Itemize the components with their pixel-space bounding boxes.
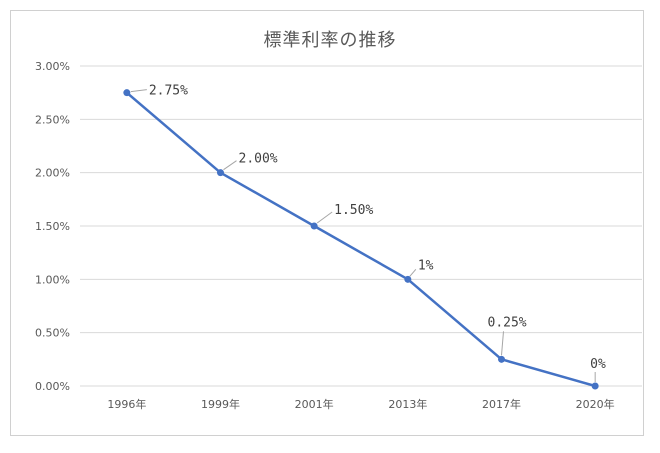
data-label: 0.25% bbox=[488, 315, 527, 330]
data-label-leader bbox=[316, 211, 333, 224]
data-label-leader bbox=[223, 160, 237, 171]
series-line bbox=[123, 89, 599, 390]
x-tick-label: 1996年 bbox=[107, 397, 146, 411]
x-tick-label: 2013年 bbox=[388, 397, 427, 411]
chart-title: 標準利率の推移 bbox=[263, 30, 397, 51]
data-point bbox=[404, 275, 412, 283]
y-tick-label: 0.00% bbox=[35, 380, 70, 393]
x-tick-label: 1999年 bbox=[201, 397, 240, 411]
x-tick-label: 2020年 bbox=[576, 397, 615, 411]
data-point bbox=[217, 169, 224, 177]
y-axis-ticks: 0.00% 0.50% 1.00% 1.50% 2.00% 2.50% 3.00% bbox=[35, 60, 70, 393]
data-label: 0% bbox=[590, 357, 606, 372]
y-tick-label: 1.50% bbox=[35, 220, 70, 233]
y-tick-label: 2.00% bbox=[35, 167, 70, 180]
y-tick-label: 2.50% bbox=[35, 113, 70, 126]
series-line-path bbox=[126, 91, 596, 388]
gridlines bbox=[80, 65, 642, 387]
data-label: 1.50% bbox=[334, 203, 373, 218]
data-label-leader bbox=[409, 269, 417, 277]
data-label: 2.75% bbox=[149, 84, 188, 99]
y-tick-label: 3.00% bbox=[35, 60, 70, 73]
data-label-leader bbox=[130, 89, 147, 93]
y-tick-label: 0.50% bbox=[35, 327, 70, 340]
data-point bbox=[310, 222, 318, 230]
data-point bbox=[498, 355, 505, 363]
data-label: 2.00% bbox=[239, 152, 278, 167]
x-tick-label: 2017年 bbox=[482, 397, 521, 411]
data-label: 1% bbox=[418, 258, 434, 273]
data-point bbox=[591, 382, 599, 390]
x-axis-ticks: 1996年 1999年 2001年 2013年 2017年 2020年 bbox=[107, 397, 614, 411]
y-tick-label: 1.00% bbox=[35, 273, 70, 286]
data-labels: 2.75% 2.00% 1.50% 1% 0.25% 0% bbox=[130, 84, 606, 382]
data-label-leader bbox=[501, 331, 504, 356]
x-tick-label: 2001年 bbox=[295, 397, 334, 411]
chart-frame bbox=[10, 10, 644, 436]
data-point bbox=[123, 89, 131, 97]
